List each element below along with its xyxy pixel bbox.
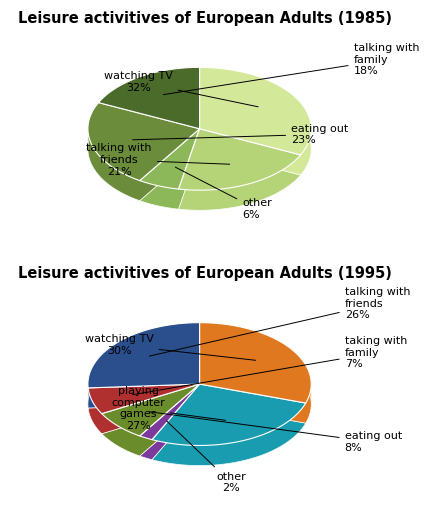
Polygon shape bbox=[199, 68, 310, 155]
Text: playing
computer
games
27%: playing computer games 27% bbox=[111, 386, 225, 431]
Polygon shape bbox=[199, 88, 310, 175]
Polygon shape bbox=[88, 384, 199, 408]
Polygon shape bbox=[199, 129, 300, 175]
Polygon shape bbox=[139, 384, 199, 456]
Polygon shape bbox=[101, 384, 199, 436]
Polygon shape bbox=[152, 404, 305, 465]
Polygon shape bbox=[152, 403, 305, 465]
Polygon shape bbox=[300, 131, 310, 175]
Polygon shape bbox=[178, 149, 300, 210]
Polygon shape bbox=[199, 384, 305, 423]
Polygon shape bbox=[178, 129, 199, 209]
Polygon shape bbox=[152, 384, 305, 445]
Polygon shape bbox=[88, 102, 199, 181]
Text: eating out
23%: eating out 23% bbox=[132, 123, 347, 145]
Polygon shape bbox=[305, 386, 310, 423]
Polygon shape bbox=[101, 414, 139, 456]
Text: talking with
friends
26%: talking with friends 26% bbox=[149, 287, 409, 356]
Polygon shape bbox=[199, 129, 300, 175]
Polygon shape bbox=[88, 129, 139, 201]
Polygon shape bbox=[88, 388, 101, 434]
Polygon shape bbox=[88, 384, 199, 414]
Text: watching TV
32%: watching TV 32% bbox=[104, 71, 258, 107]
Polygon shape bbox=[139, 436, 152, 460]
Polygon shape bbox=[88, 343, 199, 408]
Polygon shape bbox=[88, 384, 199, 408]
Polygon shape bbox=[152, 384, 199, 460]
Polygon shape bbox=[139, 149, 199, 209]
Polygon shape bbox=[178, 129, 199, 209]
Text: eating out
8%: eating out 8% bbox=[149, 412, 401, 453]
Polygon shape bbox=[98, 68, 199, 129]
Text: watching TV
30%: watching TV 30% bbox=[85, 334, 255, 360]
Polygon shape bbox=[101, 384, 199, 434]
Text: talking with
friends
21%: talking with friends 21% bbox=[86, 143, 229, 177]
Title: Leisure activitives of European Adults (1985): Leisure activitives of European Adults (… bbox=[18, 11, 391, 26]
Polygon shape bbox=[139, 129, 199, 201]
Polygon shape bbox=[178, 129, 300, 190]
Polygon shape bbox=[101, 404, 199, 456]
Polygon shape bbox=[139, 384, 199, 440]
Polygon shape bbox=[178, 155, 300, 210]
Polygon shape bbox=[98, 88, 199, 149]
Polygon shape bbox=[199, 323, 310, 403]
Polygon shape bbox=[199, 343, 310, 423]
Polygon shape bbox=[139, 384, 199, 456]
Text: taking with
family
7%: taking with family 7% bbox=[132, 336, 406, 395]
Polygon shape bbox=[101, 384, 199, 434]
Polygon shape bbox=[139, 129, 199, 189]
Polygon shape bbox=[152, 384, 199, 460]
Polygon shape bbox=[88, 323, 199, 388]
Text: other
6%: other 6% bbox=[175, 167, 271, 220]
Polygon shape bbox=[139, 404, 199, 460]
Text: other
2%: other 2% bbox=[166, 421, 245, 493]
Title: Leisure activitives of European Adults (1995): Leisure activitives of European Adults (… bbox=[18, 266, 391, 281]
Polygon shape bbox=[88, 123, 199, 201]
Polygon shape bbox=[139, 181, 178, 209]
Polygon shape bbox=[88, 404, 199, 434]
Polygon shape bbox=[139, 129, 199, 201]
Text: talking with
family
18%: talking with family 18% bbox=[163, 43, 418, 95]
Polygon shape bbox=[199, 384, 305, 423]
